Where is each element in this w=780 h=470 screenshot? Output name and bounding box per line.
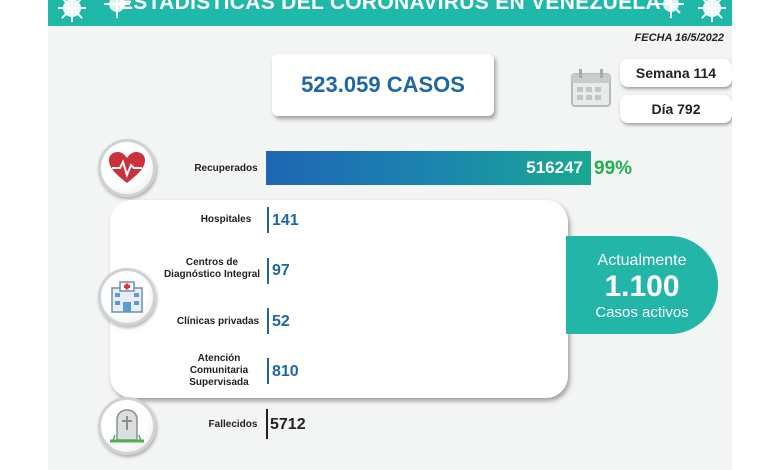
private-clinics-bar (267, 308, 269, 334)
hospitals-value: 141 (272, 212, 299, 229)
calendar-icon (571, 69, 611, 107)
hospitals-label: Hospitales (200, 214, 252, 225)
private-clinics-label: Clínicas privadas (176, 316, 260, 327)
recovered-percent: 99% (594, 158, 633, 179)
community-care-value: 810 (272, 363, 299, 380)
cdi-bar (267, 258, 269, 284)
cdi-label: Centros de Diagnóstico Integral (163, 257, 261, 280)
deceased-value: 5712 (270, 416, 306, 433)
hospital-icon-circle (98, 268, 156, 326)
recovered-icon-circle (98, 139, 156, 197)
cdi-value: 97 (272, 262, 290, 279)
total-cases-box: 523.059 CASOS (272, 54, 494, 116)
hospitalization-panel (110, 200, 568, 398)
week-badge: Semana 114 (620, 59, 732, 87)
hospitals-bar (267, 207, 269, 233)
virus-icon (58, 0, 86, 22)
page-title: ESTADÍSTICAS DEL CORONAVIRUS EN VENEZUEL… (118, 0, 662, 14)
deceased-icon-circle (98, 397, 156, 455)
virus-icon (104, 0, 130, 18)
virus-icon (658, 0, 684, 18)
header-banner: ESTADÍSTICAS DEL CORONAVIRUS EN VENEZUEL… (48, 0, 732, 26)
community-care-bar (267, 358, 269, 384)
recovered-label: Recuperados (194, 163, 258, 174)
tombstone-icon (110, 409, 144, 443)
deceased-label: Fallecidos (208, 419, 258, 430)
active-cases-label: Casos activos (595, 304, 689, 321)
private-clinics-value: 52 (272, 313, 290, 330)
hospital-icon (111, 281, 143, 313)
day-badge: Día 792 (620, 95, 732, 123)
infographic-card: ESTADÍSTICAS DEL CORONAVIRUS EN VENEZUEL… (48, 0, 732, 470)
active-cases-value: 1.100 (604, 270, 680, 303)
active-cases-caption: Actualmente (597, 252, 687, 269)
community-care-label: Atención Comunitaria Supervisada (189, 353, 249, 388)
date-label: FECHA 16/5/2022 (634, 32, 724, 44)
heart-pulse-icon (109, 152, 145, 183)
virus-icon (698, 0, 726, 22)
recovered-value: 516247 (526, 158, 583, 177)
deceased-bar (266, 409, 268, 439)
active-cases-badge: Actualmente 1.100 Casos activos (566, 236, 718, 334)
recovered-bar: 516247 (266, 151, 591, 185)
